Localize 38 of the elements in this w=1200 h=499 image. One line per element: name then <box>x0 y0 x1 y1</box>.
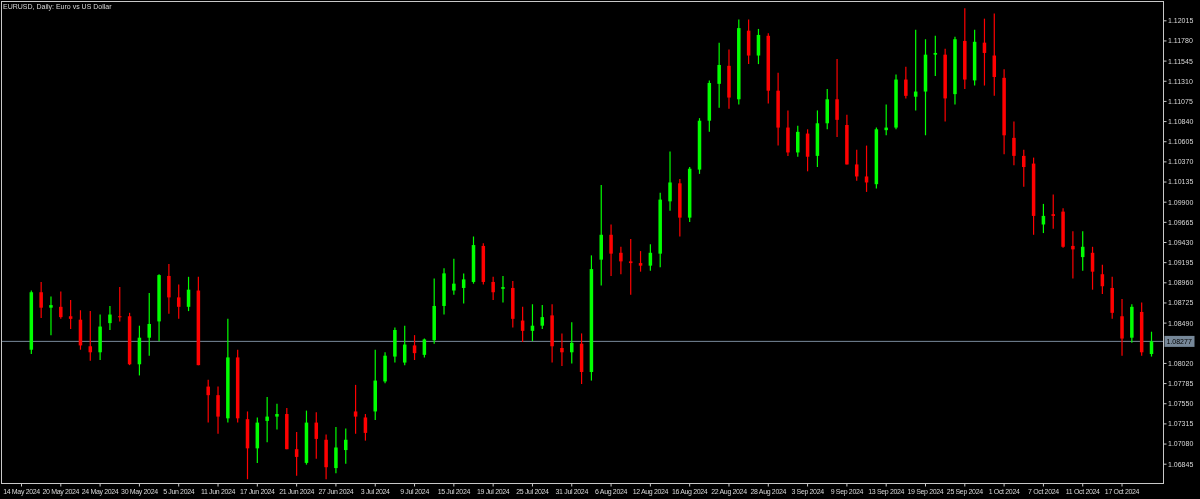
candlestick <box>176 283 181 320</box>
candlestick <box>540 304 545 330</box>
candlestick <box>560 332 564 367</box>
candlestick <box>147 292 151 357</box>
candlestick <box>452 258 456 296</box>
candlestick <box>835 58 839 138</box>
candlestick <box>275 403 279 431</box>
candlestick <box>619 246 623 275</box>
candlestick <box>501 275 505 304</box>
candlestick <box>68 299 73 330</box>
candlestick <box>206 379 210 424</box>
candlestick <box>904 66 908 100</box>
candlestick <box>796 125 800 158</box>
candlestick <box>49 295 53 336</box>
candlestick <box>344 428 348 465</box>
candlestick <box>628 238 633 296</box>
candlestick <box>1012 120 1016 166</box>
candlestick <box>265 396 269 443</box>
candlestick <box>108 305 112 331</box>
candlestick <box>167 263 171 315</box>
candlestick <box>1120 298 1124 357</box>
candlestick <box>609 223 613 277</box>
candlestick <box>216 385 220 435</box>
candlestick <box>1051 193 1055 230</box>
candlestick <box>353 384 358 435</box>
candlestick <box>668 150 672 212</box>
candlestick <box>59 290 63 320</box>
candlestick <box>638 250 643 273</box>
candlestick <box>461 272 466 304</box>
candlestick <box>1071 230 1075 280</box>
candlestick <box>491 276 495 301</box>
candlestick <box>1022 149 1026 188</box>
candlestick <box>39 281 43 319</box>
candlestick <box>570 321 574 365</box>
candlestick <box>118 286 122 322</box>
candlestick <box>717 42 721 109</box>
candlestick <box>933 35 938 77</box>
candlestick <box>334 426 338 474</box>
